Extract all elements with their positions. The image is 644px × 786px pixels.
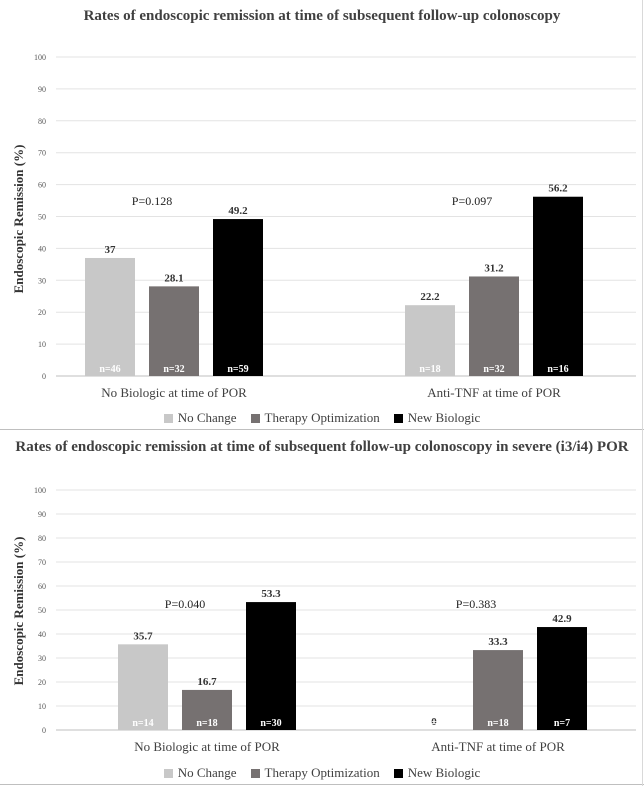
y-tick-label: 80 xyxy=(38,534,46,543)
bar xyxy=(246,602,296,730)
bar xyxy=(149,286,199,376)
y-tick-label: 30 xyxy=(38,276,46,285)
y-tick-label: 10 xyxy=(38,340,46,349)
legend-item-no-change: No Change xyxy=(163,410,237,426)
data-label: 56.2 xyxy=(548,183,568,195)
p-value-label: P=0.040 xyxy=(165,597,205,611)
p-value-label: P=0.383 xyxy=(456,597,496,611)
y-tick-label: 40 xyxy=(38,630,46,639)
y-axis-label: Endoscopic Remission (%) xyxy=(11,537,26,686)
x-category-label: No Biologic at time of POR xyxy=(134,739,280,754)
y-tick-label: 80 xyxy=(38,117,46,126)
y-tick-label: 90 xyxy=(38,85,46,94)
bar xyxy=(473,650,523,730)
y-tick-label: 60 xyxy=(38,181,46,190)
panel-divider xyxy=(0,429,644,430)
legend-swatch-no-change xyxy=(163,768,173,778)
n-label: n=18 xyxy=(419,364,440,375)
legend-label: New Biologic xyxy=(407,410,481,425)
bar xyxy=(533,196,583,376)
y-axis-label: Endoscopic Remission (%) xyxy=(11,145,26,294)
data-label: 33.3 xyxy=(488,636,508,648)
n-label: n=7 xyxy=(554,718,570,729)
n-label: n=14 xyxy=(132,718,153,729)
legend-swatch-no-change xyxy=(163,413,173,423)
data-label: 53.3 xyxy=(261,588,281,600)
y-tick-label: 90 xyxy=(38,510,46,519)
y-tick-label: 40 xyxy=(38,244,46,253)
bar xyxy=(405,305,455,376)
n-label: n=32 xyxy=(483,364,504,375)
legend-item-therapy-optimization: Therapy Optimization xyxy=(250,765,380,781)
n-label: n=16 xyxy=(547,364,568,375)
n-label: n=46 xyxy=(99,364,120,375)
y-tick-label: 100 xyxy=(34,486,46,495)
legend-item-new-biologic: New Biologic xyxy=(393,410,481,426)
data-label: 35.7 xyxy=(133,630,153,642)
y-tick-label: 20 xyxy=(38,678,46,687)
n-label: n=59 xyxy=(227,364,248,375)
legend-swatch-new-biologic xyxy=(393,413,403,423)
legend-item-no-change: No Change xyxy=(163,765,237,781)
chart-title: Rates of endoscopic remission at time of… xyxy=(15,439,629,455)
x-category-label: Anti-TNF at time of POR xyxy=(427,385,561,400)
legend-label: Therapy Optimization xyxy=(264,410,380,425)
data-label: 42.9 xyxy=(552,613,572,625)
y-tick-label: 0 xyxy=(42,372,46,381)
legend-item-new-biologic: New Biologic xyxy=(393,765,481,781)
data-label: 49.2 xyxy=(228,205,248,217)
y-tick-label: 0 xyxy=(42,726,46,735)
legend: No Change Therapy Optimization New Biolo… xyxy=(0,410,644,426)
chart-title: Rates of endoscopic remission at time of… xyxy=(83,8,561,24)
data-label: 28.1 xyxy=(164,272,183,284)
right-border xyxy=(642,0,643,786)
legend-swatch-therapy-optimization xyxy=(250,768,260,778)
legend-label: New Biologic xyxy=(407,765,481,780)
x-category-label: No Biologic at time of POR xyxy=(101,385,247,400)
legend-label: Therapy Optimization xyxy=(264,765,380,780)
legend-swatch-new-biologic xyxy=(393,768,403,778)
bar xyxy=(85,257,135,376)
data-label: 22.2 xyxy=(420,291,440,303)
bar-chart: 0 10 20 30 40 50 60 70 80 90 100 Endoscopic Remissi… xyxy=(11,53,636,400)
x-category-label: Anti-TNF at time of POR xyxy=(431,739,565,754)
bar xyxy=(213,219,263,376)
data-label: 31.2 xyxy=(484,262,504,274)
y-tick-label: 100 xyxy=(34,53,46,62)
n-label: n=18 xyxy=(487,718,508,729)
y-tick-label: 70 xyxy=(38,558,46,567)
y-tick-label: 20 xyxy=(38,308,46,317)
legend-label: No Change xyxy=(177,410,237,425)
n-label: n=30 xyxy=(260,718,281,729)
bar xyxy=(182,689,232,730)
bar xyxy=(537,627,587,730)
legend-item-therapy-optimization: Therapy Optimization xyxy=(250,410,380,426)
legend: No Change Therapy Optimization New Biolo… xyxy=(0,765,644,781)
y-tick-label: 30 xyxy=(38,654,46,663)
y-tick-label: 70 xyxy=(38,149,46,158)
bar xyxy=(469,276,519,376)
y-tick-label: 10 xyxy=(38,702,46,711)
chart-panel-all-por: Rates of endoscopic remission at time of… xyxy=(0,8,644,426)
bar-chart: 0 10 20 30 40 50 60 70 80 90 100 Endoscopic Remissi… xyxy=(11,486,636,754)
p-value-label: P=0.128 xyxy=(132,194,172,208)
p-value-label: P=0.097 xyxy=(452,194,492,208)
data-label: 16.7 xyxy=(197,676,217,688)
legend-label: No Change xyxy=(177,765,237,780)
bar xyxy=(118,644,168,730)
y-tick-label: 60 xyxy=(38,582,46,591)
bottom-border xyxy=(0,784,644,785)
y-tick-label: 50 xyxy=(38,606,46,615)
data-label: 0 xyxy=(431,716,437,728)
y-tick-label: 50 xyxy=(38,213,46,222)
legend-swatch-therapy-optimization xyxy=(250,413,260,423)
n-label: n=18 xyxy=(196,718,217,729)
chart-panel-severe-por: Rates of endoscopic remission at time of… xyxy=(0,431,644,786)
data-label: 37 xyxy=(105,244,117,256)
n-label: n=32 xyxy=(163,364,184,375)
n-label: n=4 xyxy=(426,718,442,729)
